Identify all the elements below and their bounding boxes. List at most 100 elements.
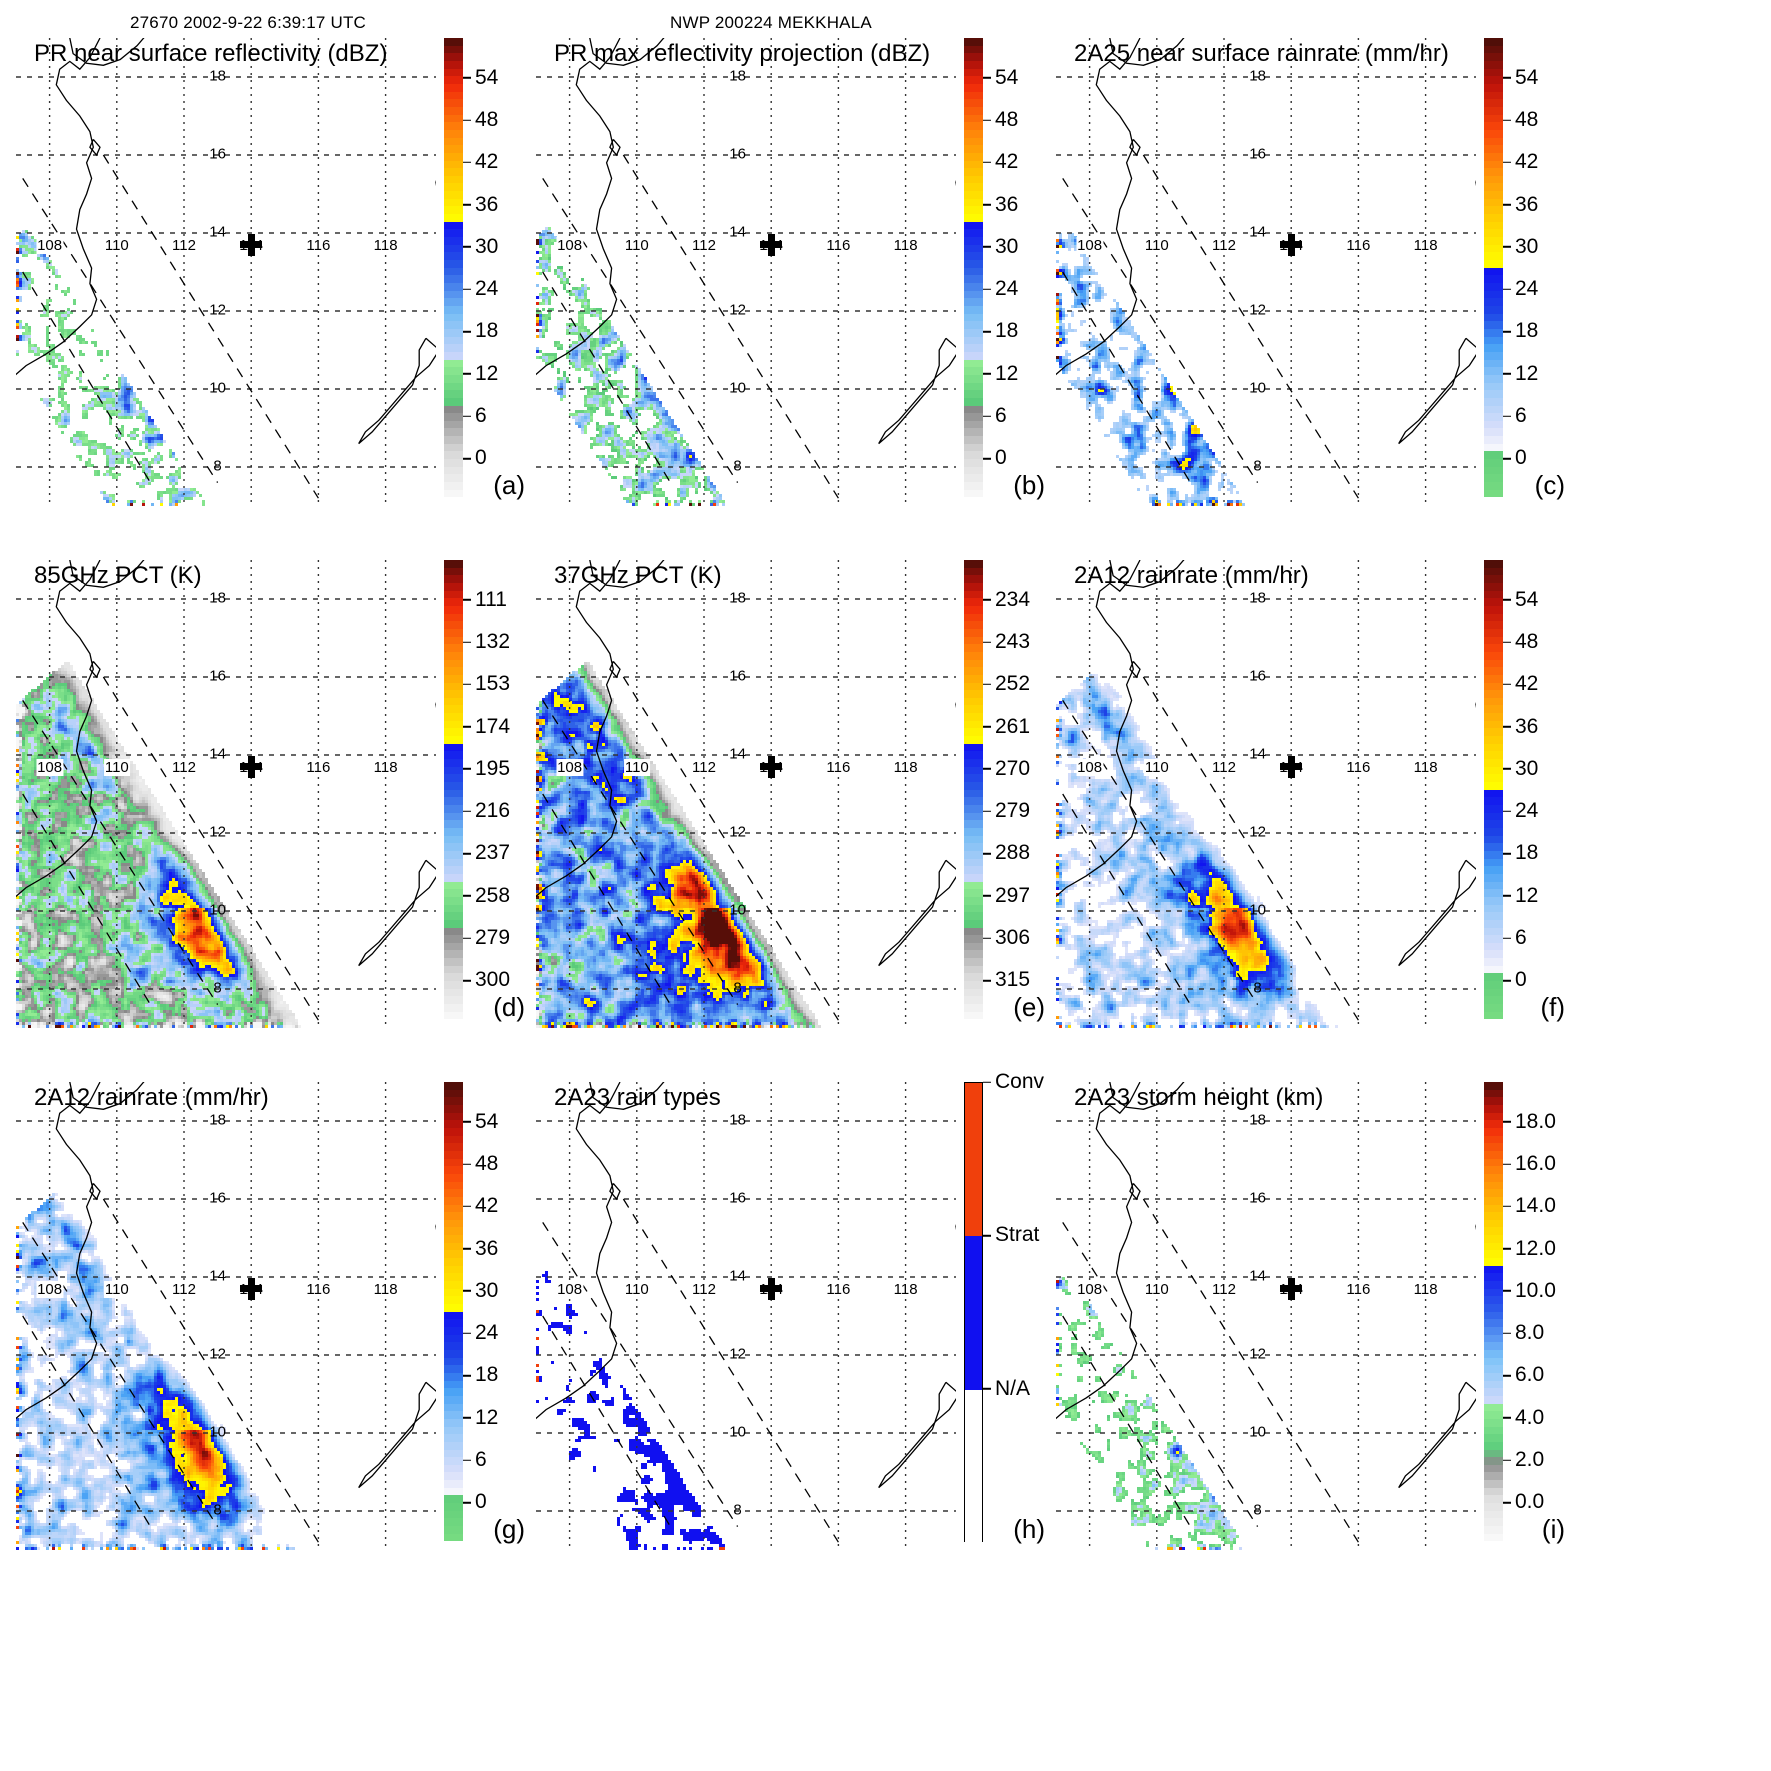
colorbar-e[interactable]: 234 243 252 261 270 279 288 297 306 315 xyxy=(964,560,1074,1020)
colorbar-tick-label: 54 xyxy=(1515,65,1539,89)
panel-i: 108 110 112 114 116 118 18 16 14 12 10 8 2A23 storm … xyxy=(1048,1074,1603,1579)
coastline-4 xyxy=(878,1381,956,1489)
colorbar-tick-label: 48 xyxy=(1515,630,1539,654)
colorbar-tick-label: 48 xyxy=(1515,108,1539,132)
colorbar-c[interactable]: 54 48 42 36 30 24 18 12 6 0 xyxy=(1484,38,1594,498)
lon-tick-label: 110 xyxy=(1143,1281,1170,1298)
lon-tick-label: 108 xyxy=(36,237,64,254)
lat-tick-label: 12 xyxy=(729,1345,746,1363)
colorbar-tick-label: 243 xyxy=(995,630,1031,654)
colorbar-tick-label: 258 xyxy=(475,884,511,908)
swath-edge-2 xyxy=(622,154,839,499)
swath-edge-1 xyxy=(1062,1315,1191,1527)
lat-tick-label: 12 xyxy=(209,301,226,319)
colorbar-tick-label: 54 xyxy=(995,65,1019,89)
map-i[interactable]: 108 110 112 114 116 118 18 16 14 12 10 8 xyxy=(1056,1082,1476,1550)
colorbar-tick: 174 xyxy=(463,714,510,738)
colorbar-i[interactable]: 18.0 16.0 14.0 12.0 10.0 8.0 6.0 4.0 2.0 0.0 xyxy=(1484,1082,1594,1542)
map-c[interactable]: 108 110 112 114 116 118 18 16 14 12 10 8 xyxy=(1056,38,1476,506)
colorbar-tick-label: 18.0 xyxy=(1515,1109,1556,1133)
colorbar-tick: 30 xyxy=(1503,757,1538,781)
coastline-5 xyxy=(1129,1182,1141,1201)
colorbar-g[interactable]: 54 48 42 36 30 24 18 12 6 0 xyxy=(444,1082,554,1542)
lat-tick-label: 10 xyxy=(1249,379,1266,397)
colorbar-b[interactable]: 54 48 42 36 30 24 18 12 6 0 xyxy=(964,38,1074,498)
colorbar-tick-label: 24 xyxy=(1515,799,1539,823)
lon-tick-label: 108 xyxy=(1076,759,1104,776)
map-h[interactable]: 108 110 112 114 116 118 18 16 14 12 10 8 xyxy=(536,1082,956,1550)
lat-tick-label: 10 xyxy=(729,1423,746,1441)
swath-edge-0 xyxy=(542,1222,739,1527)
colorbar-tick-label: 18 xyxy=(475,319,499,343)
coastline-5 xyxy=(89,660,101,679)
colorbar-tick-label: 54 xyxy=(475,1109,499,1133)
colorbar-tick: 24 xyxy=(1503,799,1538,823)
colorbar-tick: 258 xyxy=(463,884,510,908)
colorbar-tick-label: 30 xyxy=(475,235,499,259)
lon-tick-label: 112 xyxy=(171,1281,197,1298)
header-storm-id: NWP 200224 MEKKHALA xyxy=(670,13,872,32)
colorbar-tick-label: 36 xyxy=(1515,714,1539,738)
colorbar-ticks-b: 54 48 42 36 30 24 18 12 6 0 xyxy=(983,38,1053,498)
colorbar-tick: 6 xyxy=(463,1448,487,1472)
colorbar-tick: 6 xyxy=(1503,926,1527,950)
panel-e: 108 110 112 114 116 118 18 16 14 12 10 8 37GHz PCT (… xyxy=(528,552,1083,1057)
colorbar-d[interactable]: 111 132 153 174 195 216 237 258 279 300 xyxy=(444,560,554,1020)
map-d[interactable]: 108 110 112 114 116 118 18 16 14 12 10 8 xyxy=(16,560,436,1028)
colorbar-tick-label: 0.0 xyxy=(1515,1490,1545,1514)
lat-tick-label: 18 xyxy=(209,1111,226,1129)
colorbar-tick-label: 0 xyxy=(1515,446,1527,470)
map-g[interactable]: 108 110 112 114 116 118 18 16 14 12 10 8 xyxy=(16,1082,436,1550)
colorbar-tick: 36 xyxy=(983,192,1018,216)
colorbar-tick: 261 xyxy=(983,714,1030,738)
lat-tick-label: 8 xyxy=(733,457,742,475)
colorbar-tick-label: 261 xyxy=(995,714,1031,738)
colorbar-band-0 xyxy=(965,1083,982,1237)
colorbar-f[interactable]: 54 48 42 36 30 24 18 12 6 0 xyxy=(1484,560,1594,1020)
colorbar-ticks-c: 54 48 42 36 30 24 18 12 6 0 xyxy=(1503,38,1573,498)
colorbar-tick: 0 xyxy=(463,446,487,470)
lat-tick-label: 10 xyxy=(209,1423,226,1441)
panel-d: 108 110 112 114 116 118 18 16 14 12 10 8 85GHz PCT (… xyxy=(8,552,563,1057)
colorbar-tick-label: 6.0 xyxy=(1515,1363,1545,1387)
lat-tick-label: 8 xyxy=(733,979,742,997)
colorbar-tick: 18 xyxy=(463,1363,498,1387)
lat-tick-label: 16 xyxy=(1249,145,1266,163)
map-overlay-f xyxy=(1056,560,1476,1028)
lat-tick-label: 14 xyxy=(209,1267,226,1285)
colorbar-a[interactable]: 54 48 42 36 30 24 18 12 6 0 xyxy=(444,38,554,498)
colorbar-h[interactable]: Conv Strat N/A xyxy=(964,1070,1074,1543)
colorbar-tick-label: 24 xyxy=(1515,277,1539,301)
colorbar-tick-label: 174 xyxy=(475,714,511,738)
colorbar-tick: 14.0 xyxy=(1503,1194,1556,1218)
swath-edge-0 xyxy=(22,700,219,1005)
lat-tick-label: 12 xyxy=(209,823,226,841)
colorbar-tick-label: 24 xyxy=(475,277,499,301)
colorbar-categorical-h xyxy=(964,1082,983,1543)
colorbar-tick: 42 xyxy=(983,150,1018,174)
swath-edge-1 xyxy=(22,793,151,1005)
swath-edge-1 xyxy=(22,1315,151,1527)
lon-tick-label: 112 xyxy=(691,237,717,254)
lon-tick-label: 116 xyxy=(305,237,332,254)
lat-tick-label: 16 xyxy=(729,145,746,163)
swath-edge-2 xyxy=(622,1198,839,1543)
colorbar-tick: 12.0 xyxy=(1503,1236,1556,1260)
coastline-0 xyxy=(16,560,101,898)
map-e[interactable]: 108 110 112 114 116 118 18 16 14 12 10 8 xyxy=(536,560,956,1028)
colorbar-gradient-g xyxy=(444,1082,463,1542)
colorbar-tick: 42 xyxy=(463,1194,498,1218)
colorbar-tick: 12 xyxy=(1503,362,1538,386)
colorbar-tick: 54 xyxy=(463,65,498,89)
map-b[interactable]: 108 110 112 114 116 118 18 16 14 12 10 8 xyxy=(536,38,956,506)
map-f[interactable]: 108 110 112 114 116 118 18 16 14 12 10 8 xyxy=(1056,560,1476,1028)
swath-edge-0 xyxy=(542,178,739,483)
colorbar-ticks-g: 54 48 42 36 30 24 18 12 6 0 xyxy=(463,1082,533,1542)
colorbar-tick: 24 xyxy=(463,1321,498,1345)
colorbar-gradient-e xyxy=(964,560,983,1020)
lon-tick-label: 110 xyxy=(623,759,650,776)
map-a[interactable]: 108 110 112 114 116 118 18 16 14 12 10 8 xyxy=(16,38,436,506)
colorbar-tick: 279 xyxy=(983,799,1030,823)
colorbar-tick-label: 4.0 xyxy=(1515,1406,1545,1430)
panel-letter-d: (d) xyxy=(493,992,525,1022)
